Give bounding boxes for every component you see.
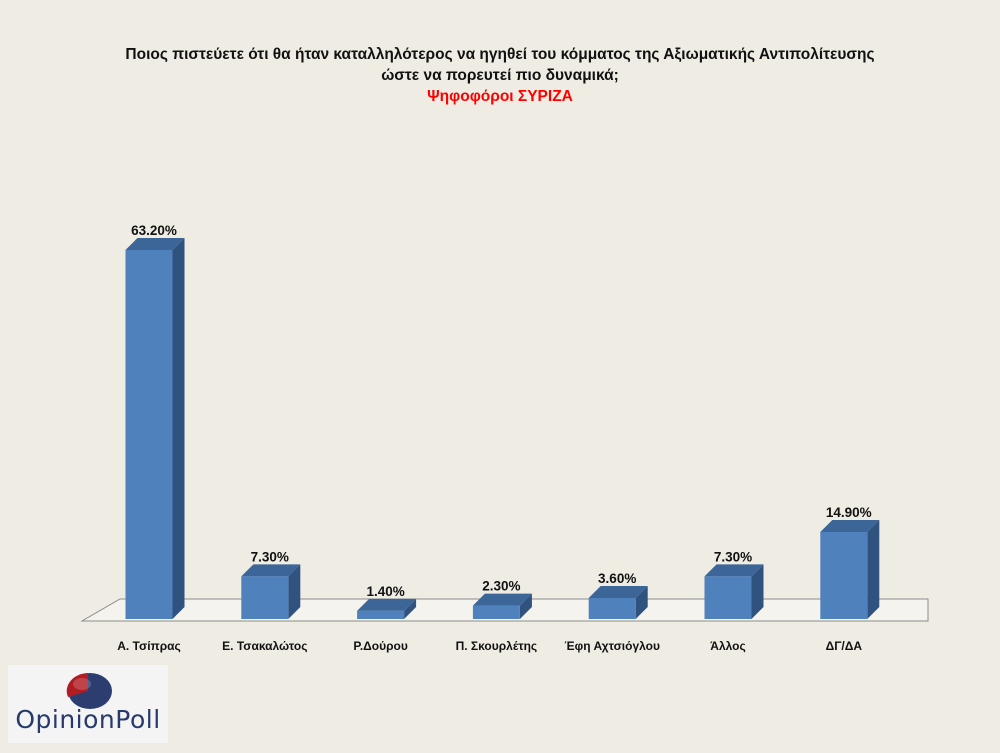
chart-title: Ποιος πιστεύετε ότι θα ήταν καταλληλότερ… (0, 44, 1000, 107)
bar-top (125, 238, 185, 250)
bar-top (704, 564, 764, 577)
logo-mark-icon (66, 673, 112, 709)
category-label: Α. Τσίπρας (117, 639, 181, 653)
bar-side (172, 238, 185, 619)
bar-front (820, 532, 868, 619)
bar-side (288, 564, 301, 619)
bar-front (125, 250, 173, 619)
category-label: Άλλος (710, 639, 745, 653)
logo-text: OpinionPoll (15, 705, 161, 734)
bar-5 (704, 564, 764, 619)
bar-side (635, 585, 648, 619)
bar-front (357, 610, 405, 619)
value-label: 63.20% (131, 223, 177, 238)
value-label: 7.30% (714, 549, 752, 564)
bar-group (125, 238, 880, 619)
value-label: 3.60% (598, 571, 636, 586)
bar-side (404, 598, 417, 619)
value-label: 7.30% (251, 549, 289, 564)
bar-side (867, 520, 880, 619)
category-label: Ρ.Δούρου (353, 639, 407, 653)
value-label-group: 63.20% 7.30% 1.40% 2.30% 3.60% 7.30% 14.90% (131, 223, 872, 599)
bar-4 (588, 585, 648, 619)
value-label: 2.30% (482, 579, 520, 594)
chart-subtitle: Ψηφοφόροι ΣΥΡΙΖΑ (427, 88, 573, 105)
bar-3 (472, 593, 532, 619)
bar-top (472, 593, 532, 606)
title-line-2: ώστε να πορευτεί πιο δυναμικά; (381, 67, 619, 84)
opinionpoll-logo: OpinionPoll (8, 665, 168, 743)
bar-0 (125, 238, 185, 619)
bar-front (241, 576, 289, 619)
title-line-1: Ποιος πιστεύετε ότι θα ήταν καταλληλότερ… (125, 46, 875, 63)
bar-top (241, 564, 301, 577)
bar-side (751, 564, 764, 619)
bar-top (588, 585, 648, 598)
bar-top (357, 598, 417, 611)
bar-top (820, 520, 880, 533)
bar-6 (820, 520, 880, 619)
category-label: Π. Σκουρλέτης (456, 639, 538, 653)
bar-1 (241, 564, 301, 619)
category-label-group: Α. Τσίπρας Ε. Τσακαλώτος Ρ.Δούρου Π. Σκουρλ… (117, 639, 862, 653)
bar-front (588, 597, 636, 619)
category-label: Ε. Τσακαλώτος (222, 639, 307, 653)
value-label: 14.90% (826, 505, 872, 520)
category-label: Έφη Αχτσιόγλου (564, 639, 660, 653)
bar-front (472, 605, 520, 619)
category-label: ΔΓ/ΔΑ (826, 639, 863, 653)
value-label: 1.40% (366, 584, 404, 599)
bar-front (704, 576, 752, 619)
bar-side (519, 593, 532, 619)
bar-2 (357, 598, 417, 619)
